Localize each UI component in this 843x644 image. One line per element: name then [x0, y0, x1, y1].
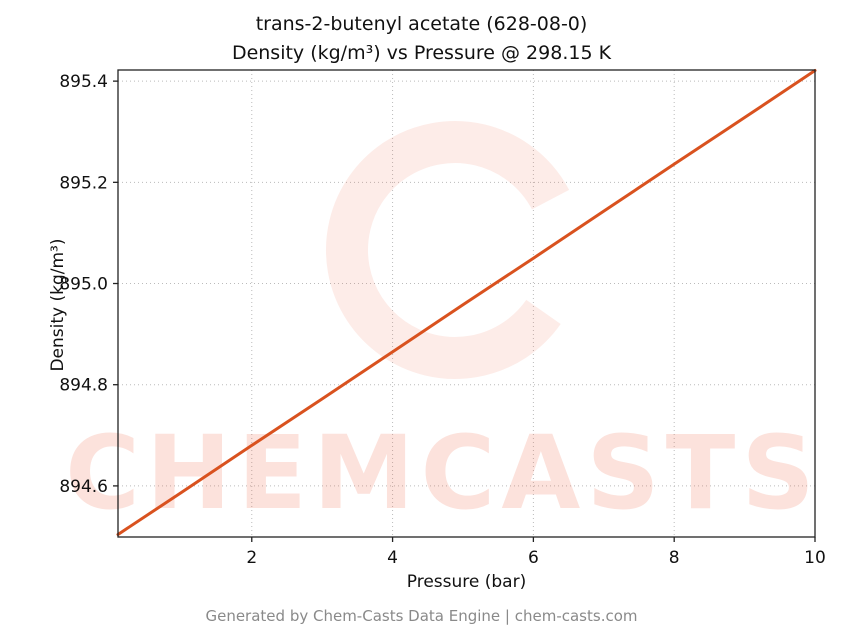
- chart-title-line1: trans-2-butenyl acetate (628-08-0): [255, 13, 588, 35]
- x-tick-label: 10: [804, 548, 826, 568]
- x-tick-label: 4: [387, 548, 398, 568]
- density-line: [116, 69, 817, 536]
- y-tick-label: 894.8: [59, 376, 108, 396]
- x-tick-label: 8: [669, 548, 680, 568]
- axes-border: [117, 69, 816, 538]
- y-tick-label: 895.0: [59, 275, 108, 295]
- x-tick-label: 6: [528, 548, 539, 568]
- x-tick-label: 2: [246, 548, 257, 568]
- watermark-logo-icon: [326, 121, 584, 379]
- watermark-text: CHEMCASTS: [65, 414, 821, 533]
- y-tick-label: 895.2: [59, 173, 108, 193]
- footer-credit: Generated by Chem-Casts Data Engine | ch…: [205, 607, 638, 625]
- x-axis-label: Pressure (bar): [406, 572, 527, 592]
- y-axis-label: Density (kg/m³): [48, 238, 68, 372]
- y-tick-label: 895.4: [59, 72, 108, 92]
- chart-title-line2: Density (kg/m³) vs Pressure @ 298.15 K: [231, 42, 612, 65]
- chart-title: trans-2-butenyl acetate (628-08-0) Densi…: [0, 10, 843, 69]
- y-tick-label: 894.6: [59, 477, 108, 497]
